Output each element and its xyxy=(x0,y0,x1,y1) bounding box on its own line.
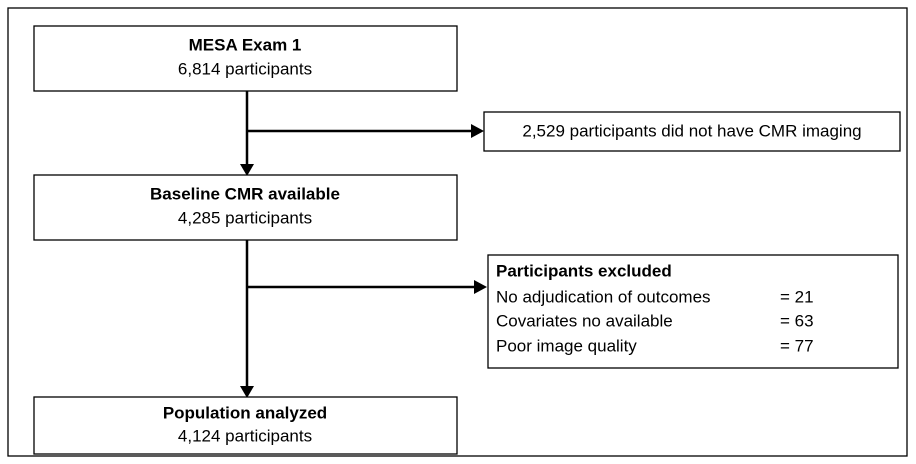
arrowhead xyxy=(240,164,254,176)
box-title: MESA Exam 1 xyxy=(189,35,302,54)
side-box-title: Participants excluded xyxy=(496,261,672,280)
exclusion-value: = 21 xyxy=(780,287,814,306)
box xyxy=(33,174,458,241)
box-subtitle: 4,124 participants xyxy=(178,426,312,445)
exclusion-value: = 77 xyxy=(780,336,814,355)
box xyxy=(33,396,458,455)
box-title: Population analyzed xyxy=(163,403,327,422)
side-box xyxy=(483,111,901,152)
arrowhead xyxy=(471,124,484,138)
exclusion-label: No adjudication of outcomes xyxy=(496,287,711,306)
box-subtitle: 6,814 participants xyxy=(178,59,312,78)
side-box xyxy=(487,254,899,369)
arrowhead xyxy=(240,386,254,398)
exclusion-label: Poor image quality xyxy=(496,336,637,355)
box-subtitle: 4,285 participants xyxy=(178,208,312,227)
exclusion-value: = 63 xyxy=(780,311,814,330)
box xyxy=(33,25,458,92)
arrowhead xyxy=(474,280,487,294)
box-title: Baseline CMR available xyxy=(150,184,340,203)
side-box-text: 2,529 participants did not have CMR imag… xyxy=(522,121,861,140)
exclusion-label: Covariates no available xyxy=(496,311,673,330)
